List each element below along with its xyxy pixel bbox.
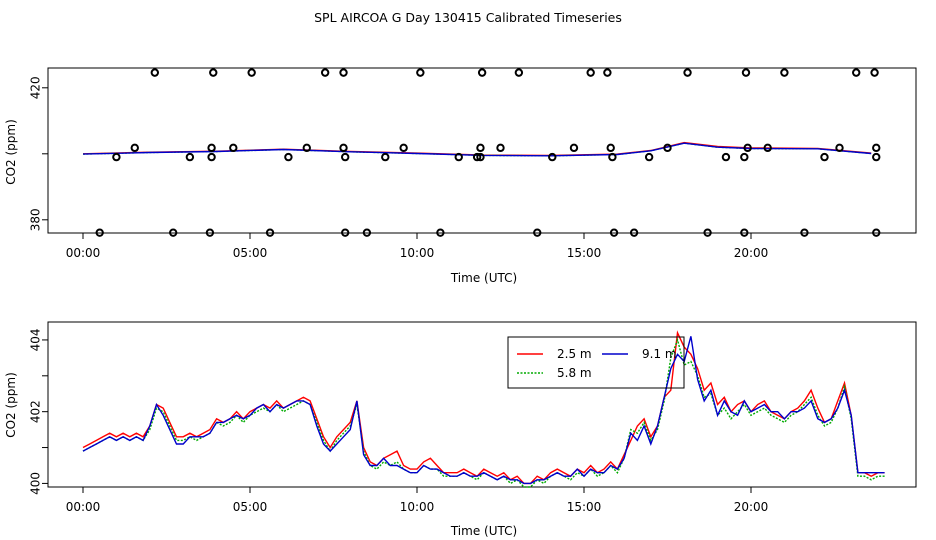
y-tick-label-2-1: 402 <box>29 400 43 423</box>
calibration-point-21 <box>629 228 639 237</box>
calibration-point-58 <box>835 143 844 153</box>
x-tick-label-2-4: 20:00 <box>734 500 769 514</box>
legend-box <box>507 336 685 389</box>
calibration-point-41 <box>721 152 731 162</box>
calibration-point-15 <box>477 68 487 77</box>
calibration-point-2 <box>168 228 178 237</box>
calibration-point-8 <box>320 68 330 77</box>
calibration-point-59 <box>872 143 881 153</box>
legend-label-2-5m: 2.5 m <box>557 347 592 361</box>
calibration-point-48 <box>302 143 311 153</box>
x-tick-label-2-2: 10:00 <box>400 500 435 514</box>
y-tick-label-2-0: 400 <box>29 472 43 495</box>
legend-label-9-1m: 9.1 m <box>642 347 677 361</box>
calibration-point-10 <box>340 228 350 237</box>
y-tick-label-2-2: 404 <box>29 328 43 351</box>
calibration-point-6 <box>247 68 256 77</box>
calibration-point-1 <box>150 68 160 77</box>
calibration-point-50 <box>399 143 408 153</box>
x-tick-label-1-0: 00:00 <box>66 246 101 260</box>
calibration-point-38 <box>548 152 557 162</box>
calibration-point-33 <box>284 152 293 162</box>
calibration-point-36 <box>454 152 463 162</box>
calibration-point-37 <box>472 152 482 162</box>
calibration-point-17 <box>533 228 542 237</box>
calibration-point-42 <box>740 152 749 162</box>
calibration-point-0 <box>95 228 104 237</box>
calibration-point-31 <box>112 152 121 162</box>
calibration-point-4 <box>207 152 216 162</box>
calibration-point-30 <box>872 228 881 237</box>
top-x-axis-label: Time (UTC) <box>450 271 517 285</box>
x-tick-label-2-0: 00:00 <box>66 500 101 514</box>
calibration-point-19 <box>603 68 612 77</box>
calibration-point-14 <box>476 152 485 162</box>
calibration-point-18 <box>586 68 595 77</box>
calibration-point-5 <box>209 68 218 77</box>
legend-label-5-8m: 5.8 m <box>557 366 592 380</box>
calibration-point-44 <box>872 152 881 162</box>
series-line-5-8-m-panel-2 <box>82 337 885 488</box>
x-tick-label-1-1: 05:00 <box>233 246 268 260</box>
calibration-point-13 <box>436 228 445 237</box>
bottom-panel: Time (UTC) CO2 (ppm) 00:00 05:00 10:00 15:0… <box>4 321 917 538</box>
bottom-y-axis-label: CO2 (ppm) <box>4 372 18 438</box>
calibration-point-12 <box>416 68 425 77</box>
calibration-point-52 <box>496 143 505 153</box>
x-tick-label-2-1: 05:00 <box>233 500 268 514</box>
calibration-point-27 <box>800 228 809 237</box>
calibration-point-51 <box>476 143 485 153</box>
series-line-2-5-m-panel-2 <box>82 330 885 485</box>
calibration-point-20 <box>609 228 619 237</box>
top-plot-frame <box>47 67 917 234</box>
calibration-point-9 <box>339 68 348 77</box>
calibration-point-22 <box>683 68 692 77</box>
y-tick-label-1-0: 380 <box>29 208 43 231</box>
x-tick-label-1-3: 15:00 <box>567 246 602 260</box>
calibration-point-26 <box>780 68 789 77</box>
calibration-point-40 <box>644 152 654 162</box>
calibration-point-28 <box>852 68 861 77</box>
calibration-point-35 <box>381 152 390 162</box>
calibration-point-45 <box>130 143 139 153</box>
calibration-point-54 <box>606 143 615 153</box>
top-y-axis-label: CO2 (ppm) <box>4 119 18 185</box>
calibration-point-55 <box>663 143 672 153</box>
calibration-point-46 <box>207 143 216 153</box>
calibration-point-32 <box>185 152 195 162</box>
x-tick-label-2-3: 15:00 <box>567 500 602 514</box>
y-tick-label-1-1: 420 <box>29 76 43 99</box>
calibration-point-7 <box>265 228 275 237</box>
calibration-point-23 <box>703 228 712 237</box>
x-tick-label-1-2: 10:00 <box>400 246 435 260</box>
calibration-point-39 <box>608 152 617 162</box>
bottom-x-axis-label: Time (UTC) <box>450 524 517 538</box>
x-tick-label-1-4: 20:00 <box>734 246 769 260</box>
calibration-point-43 <box>820 152 829 162</box>
calibration-point-47 <box>229 143 238 153</box>
calibration-point-11 <box>362 228 372 237</box>
calibration-point-24 <box>740 228 749 237</box>
top-panel: Time (UTC) CO2 (ppm) 00:00 05:00 10:00 15:0… <box>4 67 917 285</box>
calibration-point-29 <box>870 68 879 77</box>
calibration-point-49 <box>339 143 348 153</box>
calibration-point-3 <box>205 228 215 237</box>
legend: 2.5 m 5.8 m 9.1 m <box>507 336 685 389</box>
calibration-point-53 <box>569 143 579 153</box>
calibration-point-56 <box>743 143 752 153</box>
calibration-point-57 <box>763 143 772 153</box>
calibration-point-25 <box>741 68 751 77</box>
series-line-9-1-m-panel-2 <box>82 336 885 485</box>
series-line-9-1-m-panel-1 <box>82 142 872 157</box>
chart-title: SPL AIRCOA G Day 130415 Calibrated Times… <box>314 10 622 25</box>
calibration-point-34 <box>340 152 350 162</box>
calibration-point-16 <box>514 68 524 77</box>
bottom-plot-frame <box>47 321 917 488</box>
